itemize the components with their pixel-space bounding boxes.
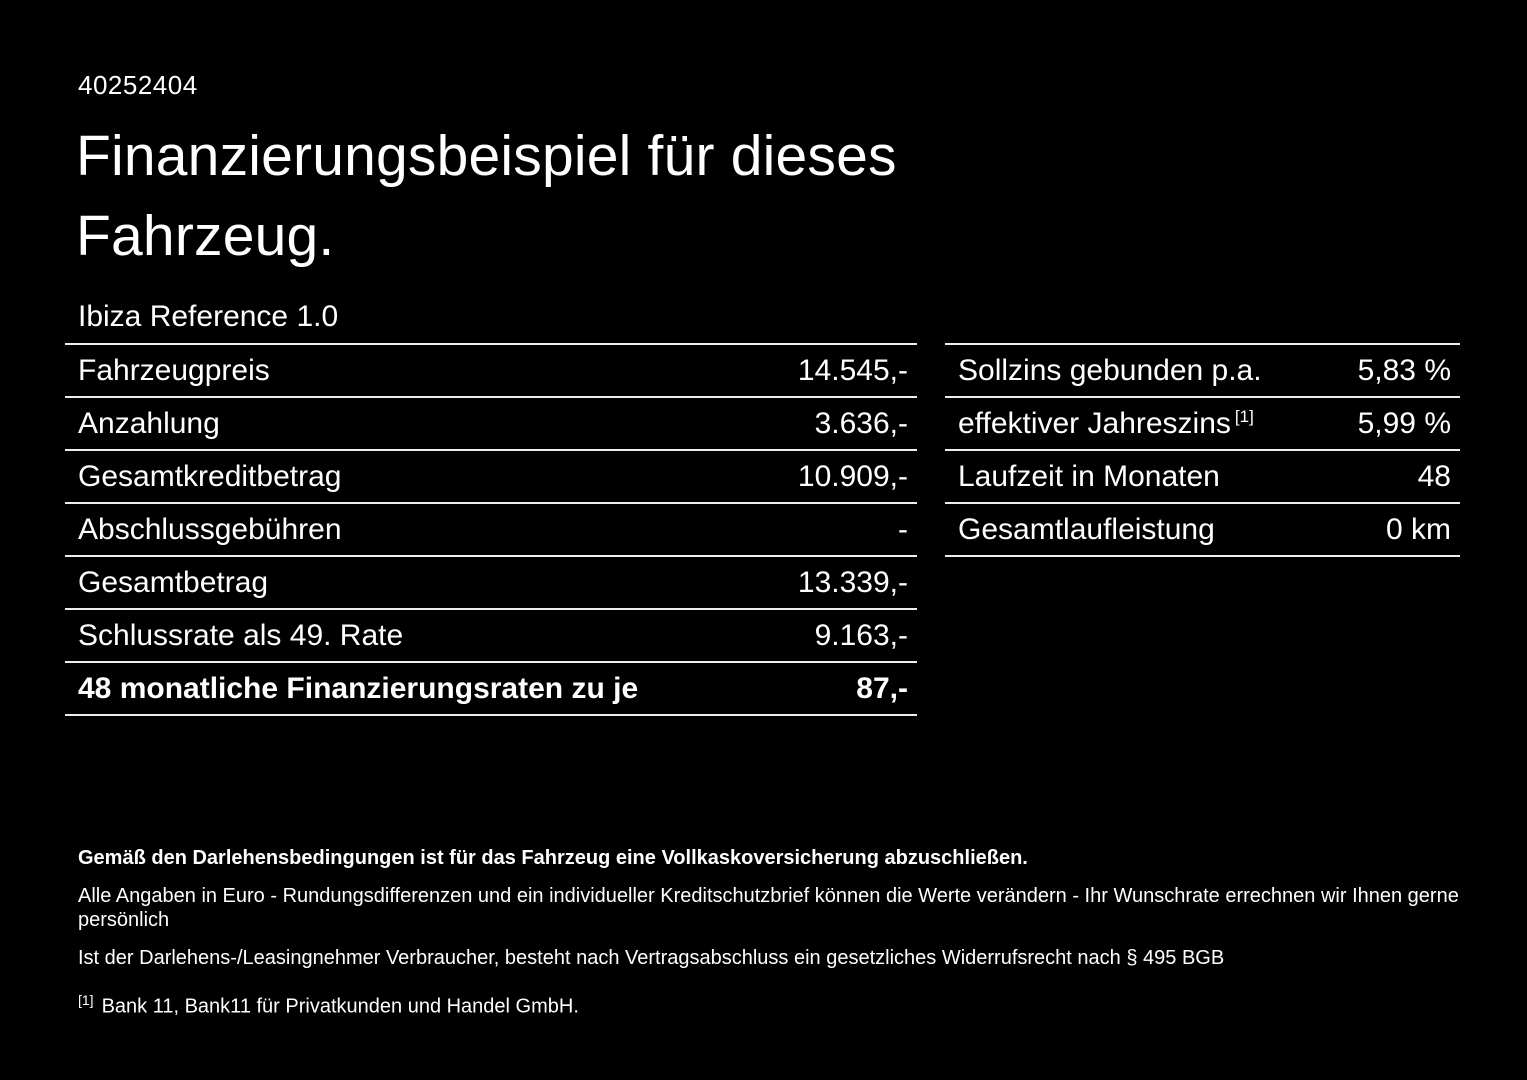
row-label: Anzahlung [78,406,220,440]
table-row-abschlussgebuehren: Abschlussgebühren - [65,502,917,555]
financing-table: Fahrzeugpreis 14.545,- Anzahlung 3.636,-… [65,343,917,716]
row-label: 48 monatliche Finanzierungsraten zu je [78,671,639,705]
disclaimer-note-1: Alle Angaben in Euro - Rundungsdifferenz… [78,885,1459,931]
table-row-monatsrate: 48 monatliche Finanzierungsraten zu je 8… [65,661,917,714]
row-value: 5,99 % [1357,406,1451,440]
disclaimer-note-2: Ist der Darlehens-/Leasingnehmer Verbrau… [78,947,1225,969]
row-value: - [898,512,908,546]
page-title-line2: Fahrzeug. [76,204,335,268]
row-value: 14.545,- [797,353,908,387]
row-value: 9.163,- [814,618,908,652]
row-label: Laufzeit in Monaten [958,459,1220,493]
footnote-text: Bank 11, Bank11 für Privatkunden und Han… [101,995,579,1018]
row-value: 87,- [856,671,908,705]
footnote-ref: [1] [1234,406,1254,426]
table-row-laufzeit: Laufzeit in Monaten 48 [945,449,1460,502]
row-value: 3.636,- [814,406,908,440]
footnote-marker: [1] [78,992,94,1008]
row-label: Gesamtkreditbetrag [78,459,342,493]
legal-footer: Gemäß den Darlehensbedingungen ist für d… [78,846,1468,1019]
row-value: 0 km [1385,512,1451,546]
row-label: effektiver Jahreszins [1] [958,406,1254,440]
conditions-table: Sollzins gebunden p.a. 5,83 % effektiver… [945,343,1460,557]
bank-footnote: [1] Bank 11, Bank11 für Privatkunden und … [78,988,1468,1019]
table-row-anzahlung: Anzahlung 3.636,- [65,396,917,449]
table-row-gesamtbetrag: Gesamtbetrag 13.339,- [65,555,917,608]
vehicle-id: 40252404 [78,70,198,100]
row-label: Schlussrate als 49. Rate [78,618,404,652]
table-row-sollzins: Sollzins gebunden p.a. 5,83 % [945,343,1460,396]
vehicle-name: Ibiza Reference 1.0 [78,300,339,333]
page-title-line1: Finanzierungsbeispiel für dieses [76,124,897,188]
table-row-gesamtlaufleistung: Gesamtlaufleistung 0 km [945,502,1460,555]
table-row-fahrzeugpreis: Fahrzeugpreis 14.545,- [65,343,917,396]
table-row-gesamtkreditbetrag: Gesamtkreditbetrag 10.909,- [65,449,917,502]
row-label: Abschlussgebühren [78,512,342,546]
row-label: Gesamtlaufleistung [958,512,1215,546]
row-label: Sollzins gebunden p.a. [958,353,1262,387]
row-value: 48 [1417,459,1451,493]
row-value: 13.339,- [797,565,908,599]
row-label: Fahrzeugpreis [78,353,270,387]
row-value: 10.909,- [797,459,908,493]
row-value: 5,83 % [1357,353,1451,387]
page-title: Finanzierungsbeispiel für dieses Fahrzeug… [76,116,897,276]
insurance-note: Gemäß den Darlehensbedingungen ist für d… [78,847,1028,869]
table-row-effektiver-jahreszins: effektiver Jahreszins [1] 5,99 % [945,396,1460,449]
table-row-schlussrate: Schlussrate als 49. Rate 9.163,- [65,608,917,661]
row-label: Gesamtbetrag [78,565,269,599]
